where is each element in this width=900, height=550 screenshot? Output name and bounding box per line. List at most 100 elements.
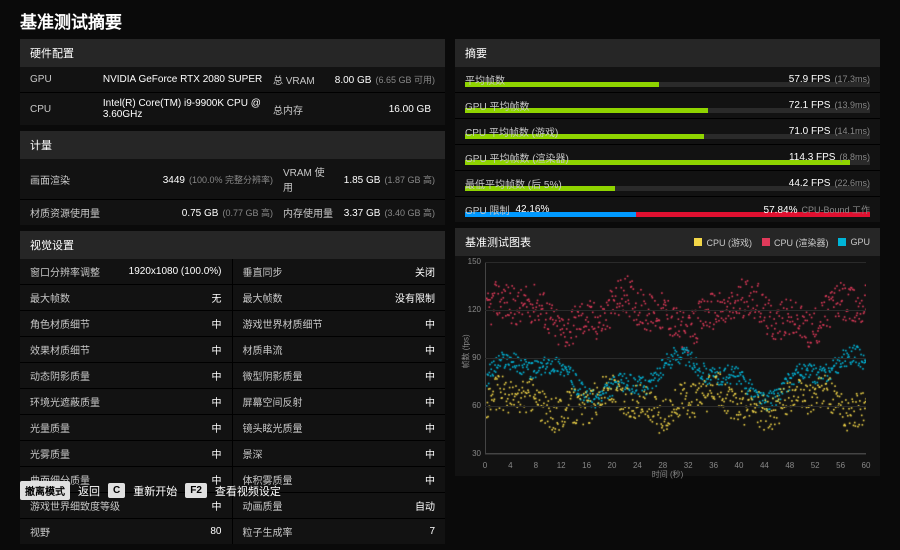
setting-right[interactable]: 微型阴影质量中 bbox=[233, 363, 446, 388]
settings-row: 光雾质量中 景深中 bbox=[20, 440, 445, 466]
x-tick-label: 0 bbox=[483, 461, 487, 470]
x-tick-label: 16 bbox=[582, 461, 591, 470]
throttle-left-val: 42.16% bbox=[515, 204, 549, 215]
hw-value2: 16.00 GB bbox=[334, 104, 435, 115]
met-value: 3449(100.0% 完整分辨率) bbox=[103, 173, 273, 186]
setting-right[interactable]: 垂直同步关闭 bbox=[233, 259, 446, 284]
metrics-row: 画面渲染 3449(100.0% 完整分辨率) VRAM 使用 1.85 GB(… bbox=[20, 159, 445, 199]
summary-bar-row: 平均帧数 57.9 FPS(17.3ms) bbox=[455, 67, 880, 92]
summary-value: 72.1 FPS(13.9ms) bbox=[789, 100, 870, 111]
hardware-row: CPU Intel(R) Core(TM) i9-9900K CPU @ 3.6… bbox=[20, 92, 445, 125]
setting-right[interactable]: 屏幕空间反射中 bbox=[233, 389, 446, 414]
x-tick-label: 48 bbox=[785, 461, 794, 470]
hardware-panel: 硬件配置 GPU NVIDIA GeForce RTX 2080 SUPER 总… bbox=[20, 39, 445, 125]
x-axis-title: 时间 (秒) bbox=[652, 469, 684, 480]
summary-label: GPU 平均帧数 (渲染器) bbox=[465, 150, 569, 165]
setting-left[interactable]: 效果材质细节中 bbox=[20, 337, 233, 362]
hint-back: 返回 bbox=[78, 483, 100, 499]
x-tick-label: 60 bbox=[862, 461, 871, 470]
key-f2[interactable]: F2 bbox=[185, 483, 207, 498]
summary-value: 57.9 FPS(17.3ms) bbox=[789, 74, 870, 85]
setting-left[interactable]: 窗口分辨率调整1920x1080 (100.0%) bbox=[20, 259, 233, 284]
setting-right[interactable]: 游戏世界材质细节中 bbox=[233, 311, 446, 336]
x-tick-label: 28 bbox=[658, 461, 667, 470]
chart-header: 基准测试图表 bbox=[465, 234, 531, 250]
met-value2: 3.37 GB(3.40 GB 高) bbox=[334, 206, 435, 219]
hw-key: GPU bbox=[30, 74, 103, 85]
summary-bar-row: CPU 平均帧数 (游戏) 71.0 FPS(14.1ms) bbox=[455, 118, 880, 144]
hw-key: CPU bbox=[30, 104, 103, 115]
hw-value: NVIDIA GeForce RTX 2080 SUPER bbox=[103, 74, 273, 85]
x-tick-label: 52 bbox=[811, 461, 820, 470]
hint-restart: 重新开始 bbox=[133, 483, 177, 499]
x-tick-label: 24 bbox=[633, 461, 642, 470]
setting-left[interactable]: 环境光遮蔽质量中 bbox=[20, 389, 233, 414]
setting-right[interactable]: 景深中 bbox=[233, 441, 446, 466]
hint-video-settings: 查看视频设定 bbox=[215, 483, 281, 499]
summary-label: 平均帧数 bbox=[465, 72, 505, 87]
throttle-right-val: 57.84%CPU-Bound 工作 bbox=[764, 203, 870, 216]
throttle-row: GPU 限制 42.16% 57.84%CPU-Bound 工作 bbox=[455, 196, 880, 222]
y-tick-label: 60 bbox=[457, 401, 481, 410]
summary-bar-row: GPU 平均帧数 72.1 FPS(13.9ms) bbox=[455, 92, 880, 118]
y-tick-label: 150 bbox=[457, 257, 481, 266]
throttle-label: GPU 限制 bbox=[465, 202, 509, 217]
settings-row: 动态阴影质量中 微型阴影质量中 bbox=[20, 362, 445, 388]
chart-legend: CPU (游戏)CPU (渲染器)GPU bbox=[694, 236, 870, 249]
setting-left[interactable]: 最大帧数无 bbox=[20, 285, 233, 310]
hw-value: Intel(R) Core(TM) i9-9900K CPU @ 3.60GHz bbox=[103, 98, 273, 120]
x-tick-label: 44 bbox=[760, 461, 769, 470]
setting-left[interactable]: 光量质量中 bbox=[20, 415, 233, 440]
hardware-row: GPU NVIDIA GeForce RTX 2080 SUPER 总 VRAM… bbox=[20, 67, 445, 92]
key-c[interactable]: C bbox=[108, 483, 125, 498]
met-key2: 内存使用量 bbox=[273, 205, 334, 220]
setting-right[interactable]: 材质串流中 bbox=[233, 337, 446, 362]
hw-key2: 总 VRAM bbox=[273, 72, 334, 87]
setting-right[interactable]: 镜头眩光质量中 bbox=[233, 415, 446, 440]
setting-right[interactable]: 粒子生成率7 bbox=[233, 519, 446, 544]
met-value: 0.75 GB(0.77 GB 高) bbox=[103, 206, 273, 219]
hardware-header: 硬件配置 bbox=[20, 39, 445, 67]
key-escape[interactable]: 撤离模式 bbox=[20, 481, 70, 500]
summary-value: 114.3 FPS(8.8ms) bbox=[789, 152, 870, 163]
x-tick-label: 32 bbox=[684, 461, 693, 470]
left-column: 硬件配置 GPU NVIDIA GeForce RTX 2080 SUPER 总… bbox=[20, 39, 445, 550]
hw-value2: 8.00 GB(6.65 GB 可用) bbox=[334, 73, 435, 86]
summary-bar-row: 最低平均帧数 (后 5%) 44.2 FPS(22.6ms) bbox=[455, 170, 880, 196]
summary-label: CPU 平均帧数 (游戏) bbox=[465, 124, 558, 139]
settings-row: 角色材质细节中 游戏世界材质细节中 bbox=[20, 310, 445, 336]
setting-left[interactable]: 动态阴影质量中 bbox=[20, 363, 233, 388]
settings-row: 光量质量中 镜头眩光质量中 bbox=[20, 414, 445, 440]
metrics-panel: 计量 画面渲染 3449(100.0% 完整分辨率) VRAM 使用 1.85 … bbox=[20, 131, 445, 225]
right-column: 摘要 平均帧数 57.9 FPS(17.3ms) GPU 平均帧数 72.1 F… bbox=[455, 39, 880, 550]
met-key: 画面渲染 bbox=[30, 172, 103, 187]
setting-left[interactable]: 角色材质细节中 bbox=[20, 311, 233, 336]
summary-header: 摘要 bbox=[455, 39, 880, 67]
footer-hints: 撤离模式 返回 C 重新开始 F2 查看视频设定 bbox=[20, 481, 281, 500]
settings-row: 环境光遮蔽质量中 屏幕空间反射中 bbox=[20, 388, 445, 414]
y-tick-label: 120 bbox=[457, 305, 481, 314]
legend-item: CPU (渲染器) bbox=[762, 236, 829, 249]
summary-value: 44.2 FPS(22.6ms) bbox=[789, 178, 870, 189]
y-axis-title: 帧数 (fps) bbox=[461, 334, 472, 368]
setting-right[interactable]: 最大帧数没有限制 bbox=[233, 285, 446, 310]
metrics-row: 材质资源使用量 0.75 GB(0.77 GB 高) 内存使用量 3.37 GB… bbox=[20, 199, 445, 225]
page-title: 基准测试摘要 bbox=[0, 0, 900, 39]
y-tick-label: 30 bbox=[457, 449, 481, 458]
setting-left[interactable]: 视野80 bbox=[20, 519, 233, 544]
x-tick-label: 8 bbox=[534, 461, 538, 470]
x-tick-label: 20 bbox=[608, 461, 617, 470]
met-value2: 1.85 GB(1.87 GB 高) bbox=[334, 173, 435, 186]
x-tick-label: 40 bbox=[735, 461, 744, 470]
settings-header: 视觉设置 bbox=[20, 231, 445, 259]
settings-row: 视野80 粒子生成率7 bbox=[20, 518, 445, 544]
met-key: 材质资源使用量 bbox=[30, 205, 103, 220]
summary-panel: 摘要 平均帧数 57.9 FPS(17.3ms) GPU 平均帧数 72.1 F… bbox=[455, 39, 880, 222]
x-tick-label: 36 bbox=[709, 461, 718, 470]
x-tick-label: 56 bbox=[836, 461, 845, 470]
x-tick-label: 4 bbox=[508, 461, 512, 470]
setting-left[interactable]: 光雾质量中 bbox=[20, 441, 233, 466]
hw-key2: 总内存 bbox=[273, 102, 334, 117]
benchmark-chart: 306090120150帧数 (fps)时间 (秒)04812162024283… bbox=[455, 256, 880, 476]
summary-label: GPU 平均帧数 bbox=[465, 98, 529, 113]
